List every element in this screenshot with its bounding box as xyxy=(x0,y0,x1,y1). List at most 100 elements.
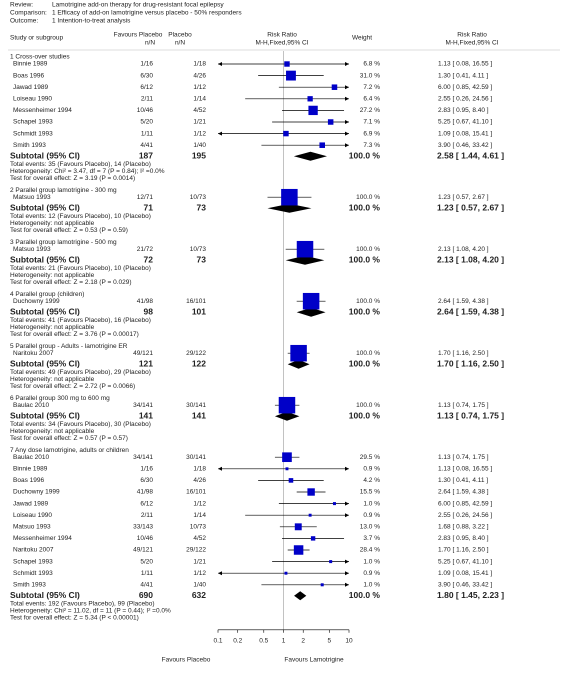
group-title: 5 Parallel group - Adults - lamotrigine … xyxy=(10,343,128,350)
column-sub: n/N xyxy=(175,40,185,47)
subtotal-weight: 100.0 % xyxy=(349,358,381,368)
treat-events: 1/16 xyxy=(140,466,153,473)
ci-arrow xyxy=(345,559,349,564)
treat-events: 4/41 xyxy=(140,582,153,589)
ci-label: 2.64 [ 1.59, 4.38 ] xyxy=(438,298,489,305)
x-tick-label: 5 xyxy=(327,638,331,645)
group-note: Test for overall effect: Z = 2.18 (P = 0… xyxy=(10,279,132,286)
pooled-diamond xyxy=(285,255,325,265)
group-note: Heterogeneity: Chi² = 11.02, df = 11 (P … xyxy=(10,608,171,615)
weight: 0.9 % xyxy=(363,512,380,519)
control-events: 1/40 xyxy=(193,582,206,589)
treat-events: 41/98 xyxy=(137,489,154,496)
treat-total: 121 xyxy=(139,358,153,368)
study-name: Messenheimer 1994 xyxy=(13,535,72,542)
effect-square xyxy=(308,105,318,116)
weight: 7.1 % xyxy=(363,119,380,126)
subtotal-weight: 100.0 % xyxy=(349,306,381,316)
effect-square xyxy=(329,560,333,564)
x-label-left: Favours Placebo xyxy=(162,657,211,664)
effect-square xyxy=(286,70,296,81)
study-name: Matsuo 1993 xyxy=(13,246,51,253)
weight: 29.5 % xyxy=(360,454,380,461)
study-name: Messenheimer 1994 xyxy=(13,107,72,114)
ci-label: 1.30 [ 0.41, 4.11 ] xyxy=(438,477,488,484)
ci-arrow xyxy=(345,143,349,148)
ci-label: 1.70 [ 1.16, 2.50 ] xyxy=(438,350,489,357)
weight: 0.9 % xyxy=(363,466,380,473)
treat-events: 21/72 xyxy=(137,246,154,253)
control-events: 4/52 xyxy=(193,535,206,542)
weight: 1.0 % xyxy=(363,500,380,507)
treat-events: 10/46 xyxy=(137,535,154,542)
treat-events: 41/98 xyxy=(137,298,154,305)
treat-total: 72 xyxy=(144,254,154,264)
treat-total: 187 xyxy=(139,150,153,160)
ci-label: 2.83 [ 0.95, 8.40 ] xyxy=(438,107,489,114)
control-total: 195 xyxy=(192,150,206,160)
treat-events: 6/12 xyxy=(140,84,153,91)
ci-label: 6.00 [ 0.85, 42.59 ] xyxy=(438,500,492,507)
control-total: 141 xyxy=(192,410,206,420)
column-title: Placebo xyxy=(168,32,192,39)
weight: 13.0 % xyxy=(360,524,380,531)
control-events: 30/141 xyxy=(186,402,206,409)
effect-square xyxy=(332,502,336,506)
ci-label: 2.55 [ 0.26, 24.56 ] xyxy=(438,96,492,103)
treat-events: 6/30 xyxy=(140,72,153,79)
control-events: 10/73 xyxy=(190,246,207,253)
group-note: Test for overall effect: Z = 0.53 (P = 0… xyxy=(10,227,128,234)
group-note: Test for overall effect: Z = 0.57 (P = 0… xyxy=(10,435,128,442)
study-name: Binnie 1989 xyxy=(13,466,48,473)
control-events: 16/101 xyxy=(186,298,206,305)
group-note: Heterogeneity: not applicable xyxy=(10,324,95,331)
control-events: 1/12 xyxy=(193,570,206,577)
subtotal-label: Subtotal (95% CI) xyxy=(10,306,80,316)
treat-events: 10/46 xyxy=(137,107,154,114)
study-name: Smith 1993 xyxy=(13,142,46,149)
control-total: 122 xyxy=(192,358,206,368)
effect-square xyxy=(319,142,325,148)
effect-square xyxy=(282,452,292,463)
control-events: 10/73 xyxy=(190,194,207,201)
group-note: Total events: 41 (Favours Placebo), 16 (… xyxy=(10,317,151,324)
weight: 6.8 % xyxy=(363,61,380,68)
effect-square xyxy=(327,119,334,125)
control-events: 1/21 xyxy=(193,558,206,565)
subtotal-weight: 100.0 % xyxy=(349,202,381,212)
subtotal-weight: 100.0 % xyxy=(349,254,381,264)
effect-square xyxy=(278,396,296,414)
subtotal-label: Subtotal (95% CI) xyxy=(10,590,80,600)
ci-arrow xyxy=(218,571,222,576)
subtotal-weight: 100.0 % xyxy=(349,590,381,600)
ci-label: 1.13 [ 0.08, 16.55 ] xyxy=(438,466,492,473)
weight: 1.0 % xyxy=(363,582,380,589)
x-tick-label: 0.1 xyxy=(213,638,222,645)
ci-arrow xyxy=(345,120,349,124)
column-sub: n/N xyxy=(145,40,155,47)
ci-arrow xyxy=(345,85,349,90)
treat-total: 141 xyxy=(139,410,153,420)
subtotal-ci-label: 2.58 [ 1.44, 4.61 ] xyxy=(437,150,504,160)
control-events: 1/18 xyxy=(193,466,206,473)
control-events: 4/26 xyxy=(193,477,206,484)
effect-square xyxy=(307,488,315,496)
ci-arrow xyxy=(345,96,349,101)
subtotal-label: Subtotal (95% CI) xyxy=(10,358,80,368)
study-name: Matsuo 1993 xyxy=(13,194,51,201)
ci-label: 2.83 [ 0.95, 8.40 ] xyxy=(438,535,489,542)
subtotal-ci-label: 1.70 [ 1.16, 2.50 ] xyxy=(437,358,504,368)
weight: 100.0 % xyxy=(356,402,380,409)
ci-label: 1.68 [ 0.88, 3.22 ] xyxy=(438,524,489,531)
ci-label: 5.25 [ 0.67, 41.10 ] xyxy=(438,119,492,126)
effect-square xyxy=(285,467,289,471)
effect-square xyxy=(302,292,320,310)
weight: 100.0 % xyxy=(356,350,380,357)
pooled-diamond xyxy=(293,151,327,161)
study-name: Schapel 1993 xyxy=(13,558,53,565)
group-note: Test for overall effect: Z = 5.34 (P < 0… xyxy=(10,615,139,622)
group-note: Heterogeneity: not applicable xyxy=(10,428,95,435)
group-note: Total events: 12 (Favours Placebo), 10 (… xyxy=(10,213,151,220)
